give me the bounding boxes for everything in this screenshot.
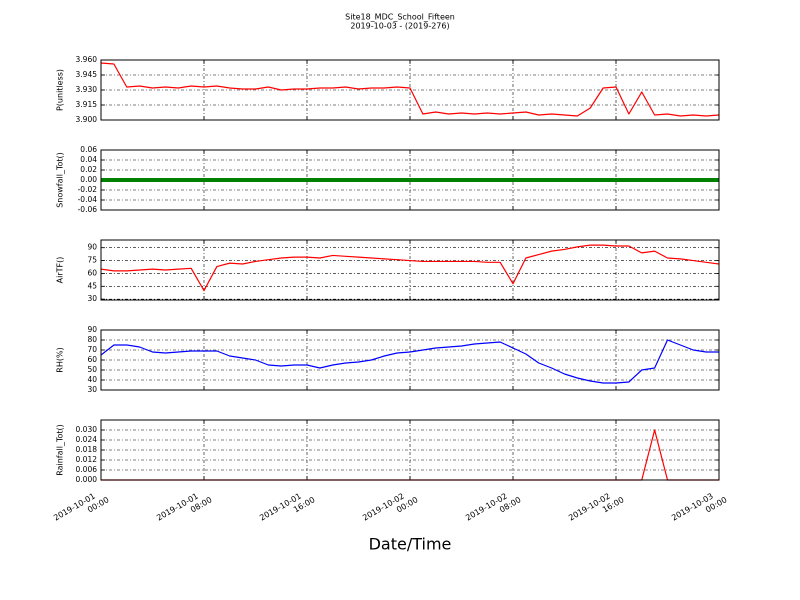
- y-tick-label: 3.945: [76, 70, 98, 79]
- y-tick-label: 0.012: [76, 455, 98, 464]
- y-tick-label: 3.900: [76, 115, 98, 124]
- y-tick-label: 30: [87, 385, 97, 394]
- x-tick-label: 2019-10-0208:00: [464, 486, 522, 531]
- x-tick-label: 2019-10-0216:00: [567, 486, 625, 531]
- y-tick-label: 3.960: [76, 55, 98, 64]
- data-line: [101, 62, 719, 117]
- x-tick-label: 2019-10-0108:00: [155, 486, 213, 531]
- x-tick-label: 2019-10-0116:00: [258, 486, 316, 531]
- y-tick-label: 0.04: [80, 155, 97, 164]
- y-axis-label: P(unitless): [56, 69, 65, 111]
- y-tick-label: 0.024: [76, 435, 98, 444]
- data-line: [101, 339, 719, 384]
- y-tick-label: 0.02: [80, 165, 97, 174]
- y-tick-label: -0.02: [78, 185, 98, 194]
- x-tick-label: 2019-10-0200:00: [361, 486, 419, 531]
- y-tick-label: 0.018: [76, 445, 98, 454]
- chart-title: Site18_MDC_School_Fifteen: [345, 13, 455, 22]
- y-tick-label: 0.006: [76, 465, 98, 474]
- y-tick-label: 50: [87, 365, 97, 374]
- y-tick-label: 0.06: [80, 145, 97, 154]
- y-tick-label: 90: [87, 243, 97, 252]
- y-tick-label: 0.00: [80, 175, 97, 184]
- plot-frame: [100, 329, 720, 391]
- y-tick-label: 45: [87, 281, 97, 290]
- y-tick-label: 70: [87, 345, 97, 354]
- y-tick-label: 75: [87, 256, 97, 265]
- chart-subtitle: 2019-10-03 - (2019-276): [350, 22, 449, 31]
- y-tick-label: 0.000: [76, 475, 98, 484]
- plot-frame: [100, 239, 720, 301]
- y-tick-label: 3.915: [76, 100, 98, 109]
- y-tick-label: 60: [87, 355, 97, 364]
- y-tick-label: 80: [87, 335, 97, 344]
- y-tick-label: 30: [87, 294, 97, 303]
- y-tick-label: 0.030: [76, 425, 98, 434]
- y-tick-label: -0.04: [78, 195, 98, 204]
- y-tick-label: 60: [87, 268, 97, 277]
- x-axis-label: Date/Time: [369, 535, 452, 554]
- y-axis-label: Snowfall_Tot(): [56, 152, 65, 208]
- y-tick-label: 40: [87, 375, 97, 384]
- x-tick-label: 2019-10-0100:00: [52, 486, 110, 531]
- y-axis-label: Rainfall_Tot(): [56, 424, 65, 476]
- plot-frame: [100, 59, 720, 121]
- y-tick-label: -0.06: [78, 205, 98, 214]
- y-tick-label: 90: [87, 325, 97, 334]
- y-axis-label: AirTF(): [56, 257, 65, 284]
- plot-frame: [100, 419, 720, 481]
- plot-frame: [100, 149, 720, 211]
- y-tick-label: 3.930: [76, 85, 98, 94]
- data-line: [101, 244, 719, 292]
- y-axis-label: RH(%): [56, 347, 65, 372]
- x-tick-label: 2019-10-0300:00: [670, 486, 728, 531]
